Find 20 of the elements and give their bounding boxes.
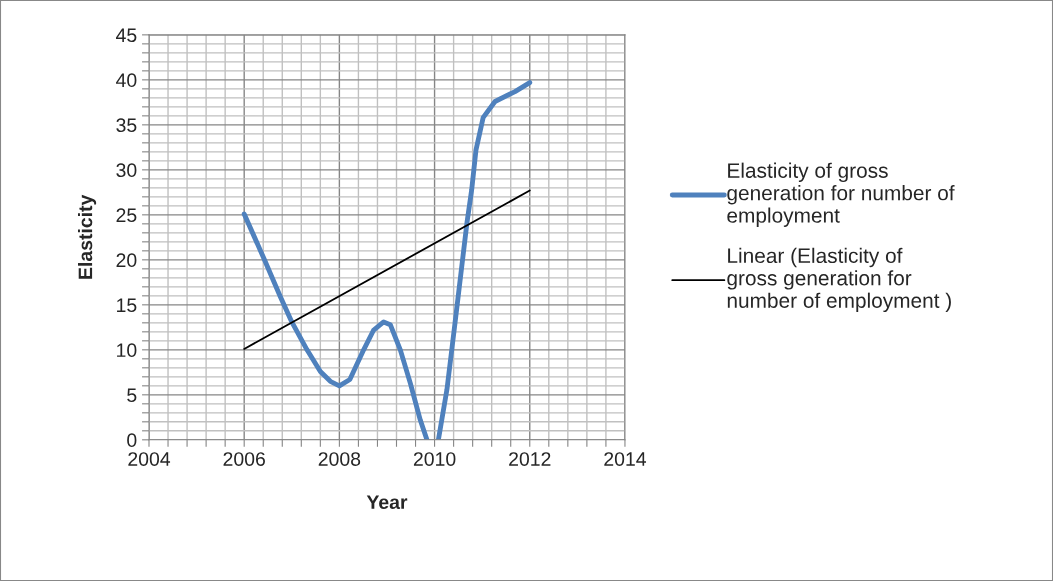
legend-label: Elasticity of gross generation for number of employment <box>727 162 955 227</box>
x-tick-label: 2010 <box>413 452 456 466</box>
y-tick-label: 10 <box>117 343 137 358</box>
y-tick-label: 40 <box>116 73 137 88</box>
x-tick-label: 2004 <box>128 452 171 466</box>
x-tick-label: 2014 <box>604 452 647 466</box>
y-tick-label: 5 <box>127 388 137 403</box>
x-axis-title: Year <box>366 495 408 510</box>
x-tick-label: 2008 <box>318 452 361 466</box>
legend-label: Linear (Elasticity of gross generation for number of employment ) <box>727 247 951 313</box>
y-tick-label: 30 <box>116 163 137 178</box>
y-tick-label: 0 <box>127 433 137 448</box>
y-tick-label: 25 <box>116 208 137 223</box>
y-tick-label: 35 <box>116 118 137 133</box>
x-tick-label: 2012 <box>509 452 551 466</box>
y-tick-label: 20 <box>116 253 137 268</box>
x-tick-label: 2006 <box>223 452 265 466</box>
y-axis-title: Elasticity <box>78 194 97 279</box>
y-tick-label: 45 <box>116 28 137 43</box>
y-tick-label: 15 <box>117 298 137 313</box>
